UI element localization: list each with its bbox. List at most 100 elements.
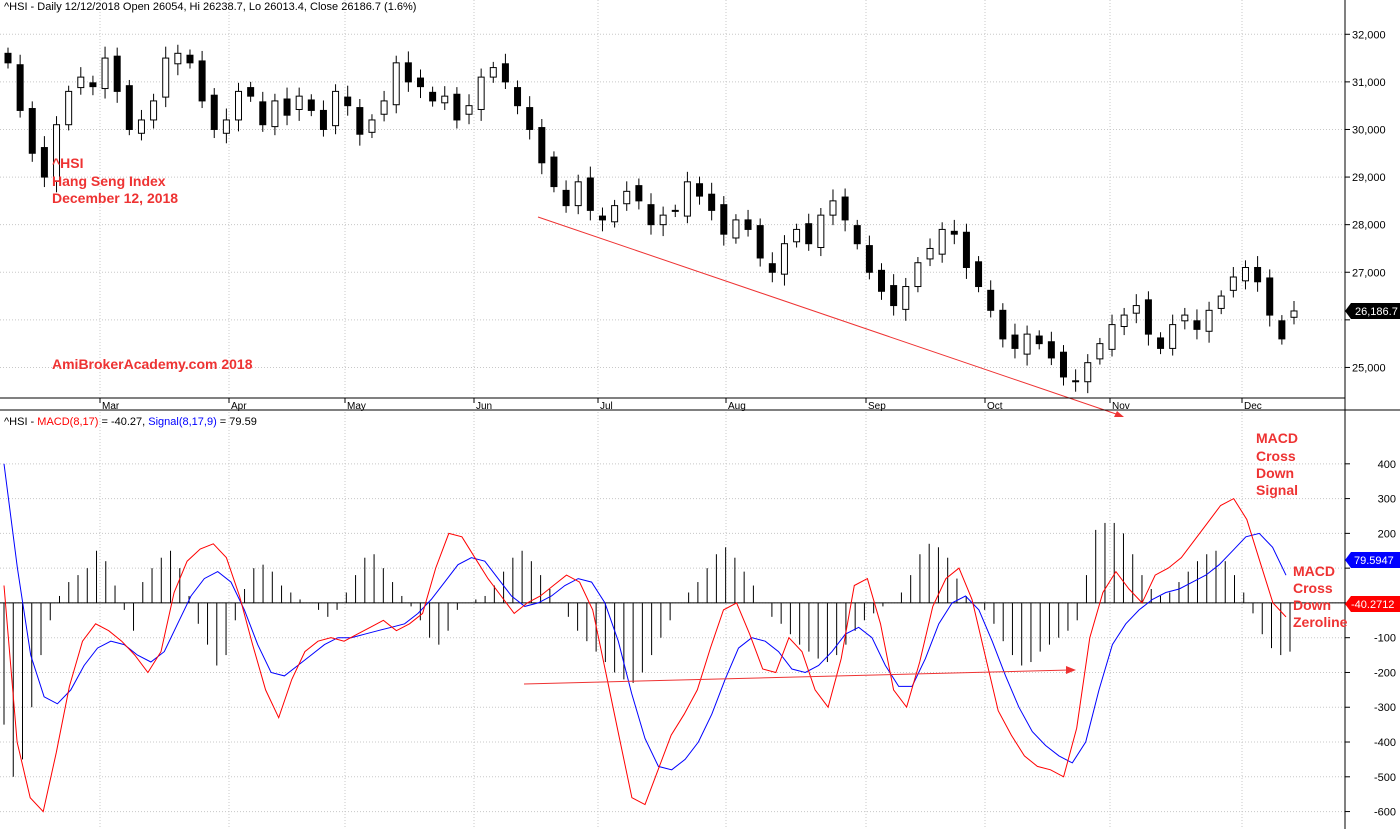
candle-body [635, 185, 643, 202]
divergence-arrow [523, 669, 1071, 685]
cross-signal-line-3: Down [1256, 465, 1294, 481]
candle-body [914, 262, 922, 288]
candle-body [1096, 343, 1104, 360]
price-y-axis: 25,000 27,000 28,000 29,000 30,000 31,000 32,0… [1345, 29, 1386, 374]
candle-body [137, 119, 145, 134]
cross-zero-line-3: Down [1293, 597, 1331, 613]
price-y-tick-label: 30,000 [1352, 124, 1386, 136]
candle-body [1157, 337, 1165, 349]
candle-body [113, 55, 121, 92]
candle-body [1108, 324, 1116, 350]
candle-body [1011, 334, 1019, 349]
candle-body [1181, 314, 1189, 322]
candle-body [926, 247, 934, 260]
candle-body [1229, 276, 1237, 291]
candle-body [1035, 335, 1043, 345]
grid-lines [0, 0, 1345, 829]
candle-body [186, 54, 194, 64]
month-axis-labels: Mar Apr May Jun Jul Aug Sep Oct Nov Dec [99, 398, 1262, 412]
candle-body [793, 228, 801, 243]
candle-body [853, 225, 861, 245]
candle-body [1290, 310, 1298, 318]
month-label: Mar [102, 401, 120, 412]
candle-body [162, 57, 170, 98]
candle-body [659, 214, 667, 226]
candle-body [441, 95, 449, 104]
candle-body [878, 269, 886, 292]
macd-y-tick-label: 400 [1378, 459, 1396, 471]
candle-body [222, 119, 230, 134]
candle-body [247, 87, 255, 97]
candle-body [125, 85, 133, 130]
candle-body [1132, 305, 1140, 314]
cross-signal-line-4: Signal [1256, 482, 1298, 498]
price-y-tick-label: 27,000 [1352, 267, 1386, 279]
candle-body [429, 91, 437, 102]
cross-zero-line-1: MACD [1293, 563, 1335, 579]
month-label: Aug [728, 401, 746, 412]
candle-body [16, 64, 24, 111]
macd-header-prefix: ^HSI - [4, 416, 37, 428]
candle-body [574, 181, 582, 207]
candle-body [404, 62, 412, 83]
candle-body [392, 62, 400, 106]
candle-body [332, 90, 340, 127]
candle-body [550, 156, 558, 188]
month-label: Nov [1112, 401, 1130, 412]
price-last-label: 26,186.7 [1355, 306, 1398, 318]
signal-last-label: 79.5947 [1354, 555, 1394, 567]
candle-body [975, 261, 983, 288]
cross-signal-line-1: MACD [1256, 430, 1298, 446]
candle-body [683, 181, 691, 217]
candle-body [780, 243, 788, 275]
candle-body [841, 196, 849, 221]
macd-y-tick-label: 200 [1378, 528, 1396, 540]
candle-body [938, 228, 946, 255]
candle-body [598, 215, 606, 221]
candle-body [295, 95, 303, 110]
candle-body [1193, 320, 1201, 330]
candle-body [28, 108, 36, 154]
candle-body [1047, 341, 1055, 359]
candle-body [1205, 309, 1213, 332]
macd-header: ^HSI - MACD(8,17) = -40.27, Signal(8,17,… [4, 416, 257, 428]
chart-title-line-2: Hang Seng Index [52, 173, 166, 189]
macd-header-macd-value: = -40.27, [98, 416, 148, 428]
candle-body [319, 109, 327, 130]
price-y-tick-label: 31,000 [1352, 77, 1386, 89]
macd-y-tick-label: -500 [1374, 772, 1396, 784]
price-y-tick-label: 32,000 [1352, 29, 1386, 41]
candle-body [489, 67, 497, 78]
candle-body [1059, 351, 1067, 378]
candle-body [416, 77, 424, 88]
candle-body [77, 76, 85, 89]
candle-body [465, 105, 473, 115]
price-last-badge: 26,186.7 [1345, 303, 1400, 319]
divergence-arrowhead [1066, 666, 1076, 674]
cross-zero-line-2: Cross [1293, 580, 1333, 596]
macd-y-axis: -600-500-400-300-200-1000200300400 [1345, 459, 1396, 819]
signal-last-badge: 79.5947 [1345, 552, 1400, 568]
candle-body [344, 96, 352, 107]
downtrend-arrow [537, 216, 1123, 417]
macd-y-tick-label: -100 [1374, 633, 1396, 645]
candle-body [1278, 320, 1286, 340]
candle-body [453, 93, 461, 121]
candle-body [380, 100, 388, 115]
signal-line [3, 463, 1287, 771]
candle-body [53, 124, 61, 182]
candle-body [950, 230, 958, 235]
macd-y-tick-label: -300 [1374, 702, 1396, 714]
cross-signal-line-2: Cross [1256, 448, 1296, 464]
candle-body [1254, 266, 1262, 283]
candle-body [890, 285, 898, 307]
macd-header-signal-value: = 79.59 [217, 416, 257, 428]
downtrend-arrowhead [1114, 411, 1124, 417]
month-label: Dec [1244, 401, 1262, 412]
candle-body [768, 263, 776, 273]
candle-body [1217, 295, 1225, 309]
candle-body [356, 107, 364, 135]
candle-body [1144, 299, 1152, 335]
candle-body [756, 225, 764, 259]
